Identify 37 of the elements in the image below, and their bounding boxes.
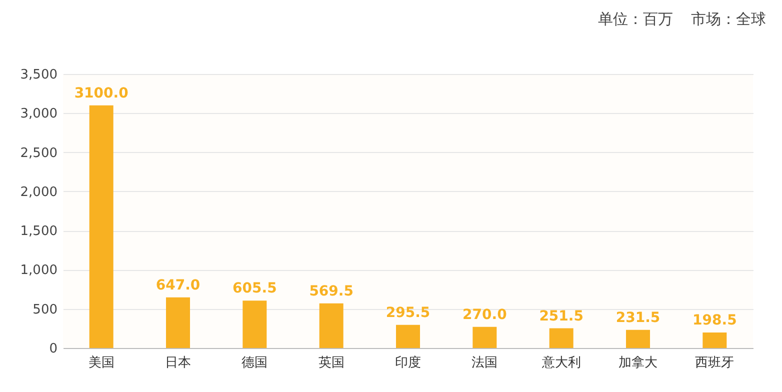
y-tick-label: 0: [49, 342, 58, 356]
x-tick-label: 德国: [242, 356, 268, 370]
y-tick-label: 2,000: [20, 184, 58, 200]
data-label: 251.5: [539, 308, 584, 324]
data-label: 198.5: [692, 312, 737, 328]
data-label: 270.0: [462, 306, 508, 323]
bar: [472, 326, 497, 348]
x-tick-label: 加拿大: [618, 356, 658, 370]
bar: [626, 330, 650, 348]
bar: [396, 324, 420, 348]
data-label: 3100.0: [74, 85, 129, 102]
text: 市场：全球: [691, 10, 766, 29]
data-label: 231.5: [616, 310, 660, 326]
x-tick-label: 法国: [472, 356, 498, 370]
bar: [702, 332, 727, 348]
x-tick-label: 日本: [165, 356, 191, 370]
bar: [89, 105, 114, 348]
x-tick-label: 美国: [88, 354, 114, 370]
x-tick-label: 印度: [395, 354, 421, 370]
y-tick-label: 3,000: [20, 106, 58, 122]
x-tick-label: 意大利: [540, 356, 581, 370]
bar: [166, 297, 190, 348]
data-label: 605.5: [232, 280, 277, 297]
x-tick-label: 英国: [318, 356, 344, 370]
data-label: 569.5: [309, 283, 354, 300]
data-label: 647.0: [156, 277, 200, 294]
text: 单位：百万: [598, 10, 673, 29]
bar: [549, 328, 574, 348]
y-tick-label: 1,000: [20, 263, 58, 278]
y-tick-label: 3,500: [20, 68, 58, 82]
x-tick-label: 西班牙: [695, 356, 734, 370]
y-tick-label: 1,500: [20, 224, 58, 240]
data-label: 295.5: [386, 304, 430, 321]
y-tick-label: 2,500: [20, 146, 58, 161]
bar: [319, 303, 344, 348]
y-tick-label: 500: [32, 302, 58, 318]
bar: [242, 300, 267, 348]
